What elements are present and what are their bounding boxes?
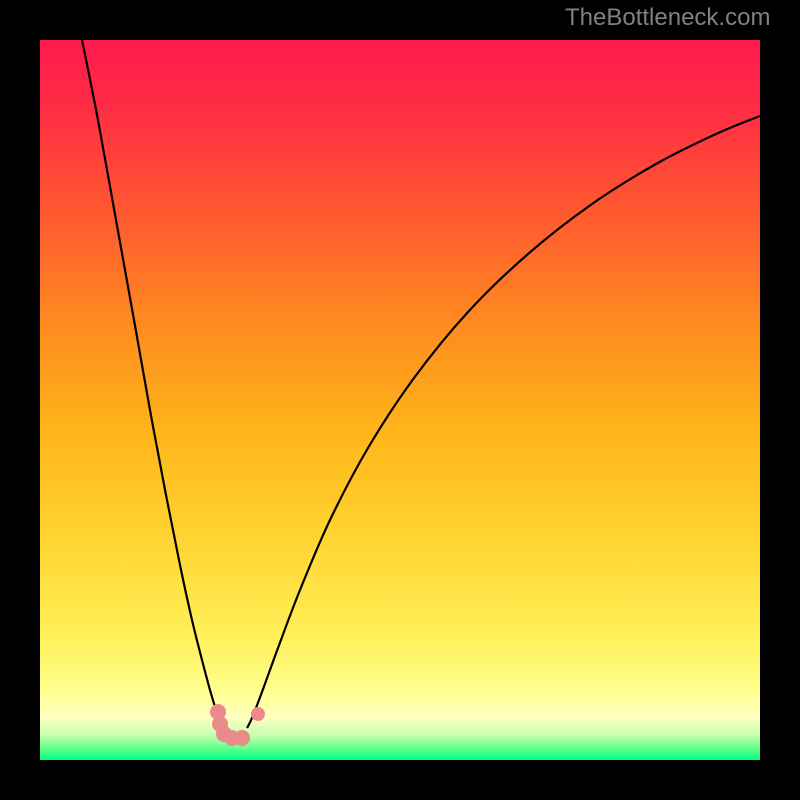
marker-dot xyxy=(234,730,250,746)
chart-svg-overlay xyxy=(0,0,800,800)
watermark-text: TheBottleneck.com xyxy=(565,4,770,32)
marker-dot xyxy=(251,707,265,721)
